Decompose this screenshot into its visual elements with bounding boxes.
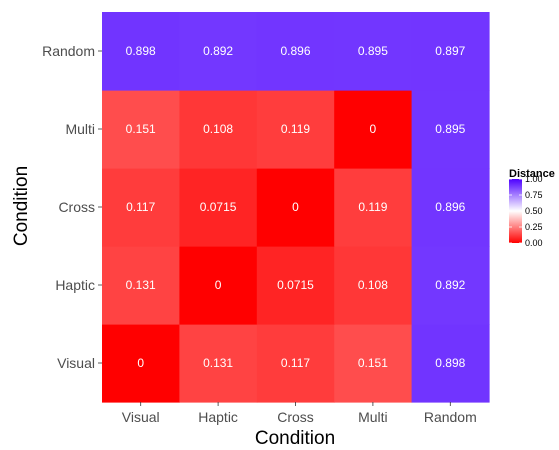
heatmap-cell-cross-visual — [102, 168, 180, 247]
heatmap-cell-visual-haptic — [179, 324, 258, 403]
y-tick-label: Cross — [58, 199, 95, 215]
heatmap-cell-visual-multi — [334, 324, 413, 403]
cell-value-label: 0 — [137, 356, 144, 370]
cell-value-label: 0.896 — [435, 200, 465, 214]
heatmap-cell-haptic-visual — [102, 246, 180, 325]
cell-value-label: 0.892 — [203, 44, 233, 58]
y-axis-title: Condition — [11, 166, 32, 246]
heatmap-cell-haptic-haptic — [179, 246, 258, 325]
y-axis-ticks: Visual Haptic Cross Multi Random — [42, 43, 102, 371]
cell-value-label: 0.108 — [203, 122, 233, 136]
x-tick-label: Haptic — [198, 409, 238, 425]
legend-tick-label: 1.00 — [525, 174, 543, 184]
heatmap-cell-cross-random — [411, 168, 490, 247]
cell-value-label: 0.897 — [435, 44, 465, 58]
cell-value-label: 0.896 — [280, 44, 310, 58]
cell-value-label: 0.151 — [126, 122, 156, 136]
legend-title: Distance — [509, 168, 555, 180]
heatmap-cell-multi-visual — [102, 90, 180, 169]
x-tick-label: Cross — [277, 409, 314, 425]
cell-value-label: 0.131 — [203, 356, 233, 370]
legend-tick-label: 0.75 — [525, 190, 543, 200]
heatmap-cell-cross-haptic — [179, 168, 258, 247]
heatmap-cell-multi-haptic — [179, 90, 258, 169]
heatmap-cell-multi-random — [411, 90, 490, 169]
x-tick-label: Multi — [358, 409, 388, 425]
cell-value-label: 0.898 — [435, 356, 465, 370]
y-tick-label: Random — [42, 43, 95, 59]
heatmap-cell-multi-multi — [334, 90, 413, 169]
x-tick-label: Random — [424, 409, 477, 425]
x-axis-ticks: Visual Haptic Cross Multi Random — [122, 402, 477, 425]
heatmap-cell-random-visual — [102, 12, 180, 91]
cell-value-label: 0.892 — [435, 278, 465, 292]
heatmap-cell-visual-random — [411, 324, 490, 403]
cell-value-label: 0.0715 — [277, 278, 314, 292]
cell-value-label: 0.108 — [358, 278, 388, 292]
heatmap-cell-cross-multi — [334, 168, 413, 247]
cell-value-label: 0 — [215, 278, 222, 292]
cell-value-label: 0.117 — [281, 356, 310, 370]
legend-tick-label: 0.50 — [525, 206, 543, 216]
cell-value-label: 0.119 — [281, 122, 310, 136]
y-tick-label: Multi — [65, 121, 95, 137]
heatmap-cell-random-haptic — [179, 12, 258, 91]
y-tick-label: Haptic — [55, 277, 95, 293]
cell-value-label: 0.0715 — [200, 200, 237, 214]
heatmap-cell-random-multi — [334, 12, 413, 91]
heatmap-cell-random-random — [411, 12, 490, 91]
heatmap-cell-haptic-multi — [334, 246, 413, 325]
cell-value-label: 0.151 — [358, 356, 388, 370]
heatmap-cell-random-cross — [256, 12, 335, 91]
cell-value-label: 0.895 — [435, 122, 465, 136]
heatmap-cell-visual-cross — [256, 324, 335, 403]
cell-value-label: 0.898 — [126, 44, 156, 58]
x-axis-title: Condition — [255, 428, 335, 449]
legend-tick-label: 0.00 — [525, 238, 543, 248]
heatmap-cell-multi-cross — [256, 90, 335, 169]
heatmap-cell-cross-cross — [256, 168, 335, 247]
color-legend: Distance 0.00 0.25 0.50 0.75 1.00 — [509, 168, 555, 248]
y-tick-label: Visual — [57, 355, 95, 371]
heatmap-cell-labels: 0 0.131 0.117 0.151 0.898 0.131 0 0.0715 0.108 0.… — [126, 44, 466, 370]
cell-value-label: 0.119 — [358, 200, 387, 214]
legend-colorbar — [509, 179, 522, 243]
cell-value-label: 0.895 — [358, 44, 388, 58]
cell-value-label: 0.117 — [126, 200, 155, 214]
x-tick-label: Visual — [122, 409, 160, 425]
heatmap-cell-haptic-random — [411, 246, 490, 325]
legend-tick-label: 0.25 — [525, 222, 543, 232]
heatmap-cell-haptic-cross — [256, 246, 335, 325]
heatmap-cells — [102, 12, 490, 403]
cell-value-label: 0 — [292, 200, 299, 214]
heatmap-cell-visual-visual — [102, 324, 180, 403]
cell-value-label: 0.131 — [126, 278, 156, 292]
cell-value-label: 0 — [370, 122, 377, 136]
